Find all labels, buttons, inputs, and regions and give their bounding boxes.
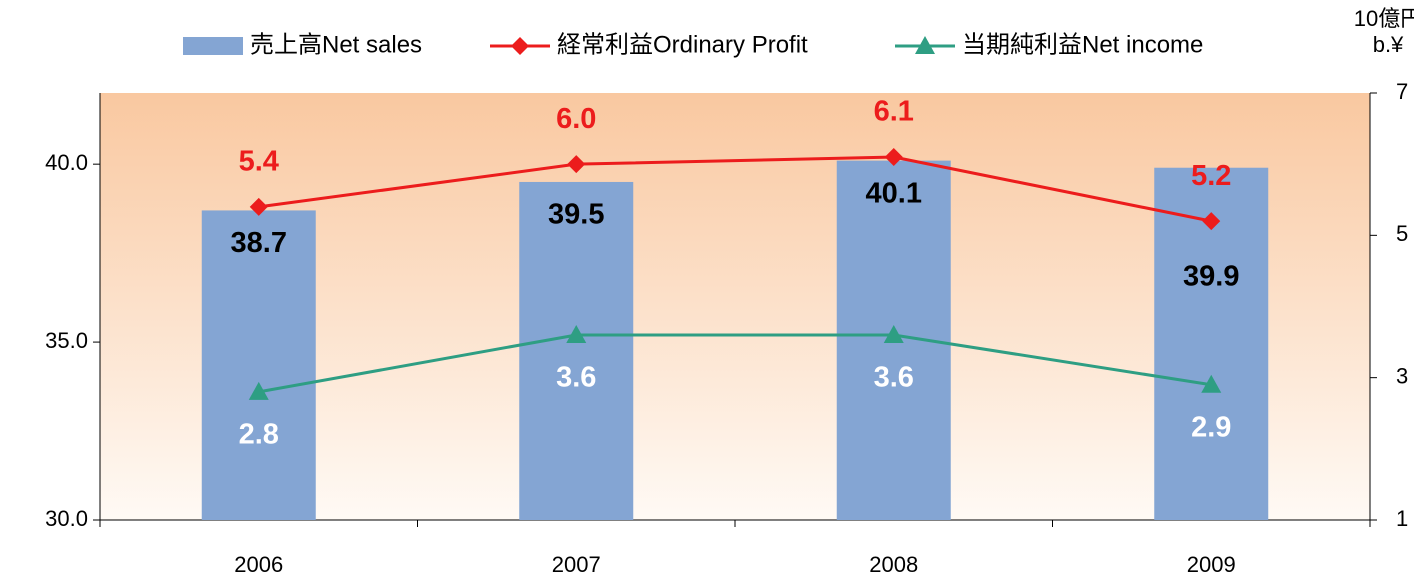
data-label: 40.1 (866, 177, 922, 209)
data-label: 38.7 (231, 227, 287, 259)
legend-label: 経常利益Ordinary Profit (557, 31, 808, 58)
y2-tick-label: 7 (1396, 79, 1408, 104)
x-tick-label: 2007 (552, 552, 601, 577)
y2-unit: b.¥ (1373, 32, 1404, 57)
y2-tick-label: 3 (1396, 363, 1408, 388)
y2-tick-label: 1 (1396, 506, 1408, 531)
legend-label: 当期純利益Net income (962, 31, 1203, 58)
x-tick-label: 2006 (234, 552, 283, 577)
legend-label: 売上高Net sales (250, 31, 422, 58)
x-tick-label: 2008 (869, 552, 918, 577)
marker (884, 148, 903, 167)
marker (566, 324, 587, 343)
line (258, 333, 1212, 394)
bar (201, 210, 316, 521)
y2-tick-label: 5 (1396, 221, 1408, 246)
y-tick-label: 30.0 (45, 506, 88, 531)
marker (1201, 374, 1222, 393)
legend-swatch (183, 37, 243, 55)
marker (249, 197, 268, 216)
marker (1202, 212, 1221, 231)
y-tick-label: 35.0 (45, 328, 88, 353)
data-label: 6.0 (556, 103, 596, 135)
data-label: 3.6 (874, 362, 914, 394)
data-label: 5.4 (239, 146, 279, 178)
legend-marker (915, 36, 935, 54)
data-label: 5.2 (1191, 160, 1231, 192)
bar (519, 181, 634, 521)
data-label: 39.9 (1183, 260, 1239, 292)
x-tick-label: 2009 (1187, 552, 1236, 577)
marker (567, 155, 586, 174)
data-label: 39.5 (548, 199, 604, 231)
line (258, 155, 1212, 223)
marker (248, 381, 269, 400)
marker (883, 324, 904, 343)
data-label: 6.1 (874, 96, 914, 128)
y2-unit: 10億円 (1354, 6, 1414, 31)
data-label: 2.8 (239, 419, 279, 451)
data-label: 3.6 (556, 362, 596, 394)
legend-marker (511, 37, 529, 55)
y-tick-label: 40.0 (45, 150, 88, 175)
data-label: 2.9 (1191, 411, 1231, 443)
